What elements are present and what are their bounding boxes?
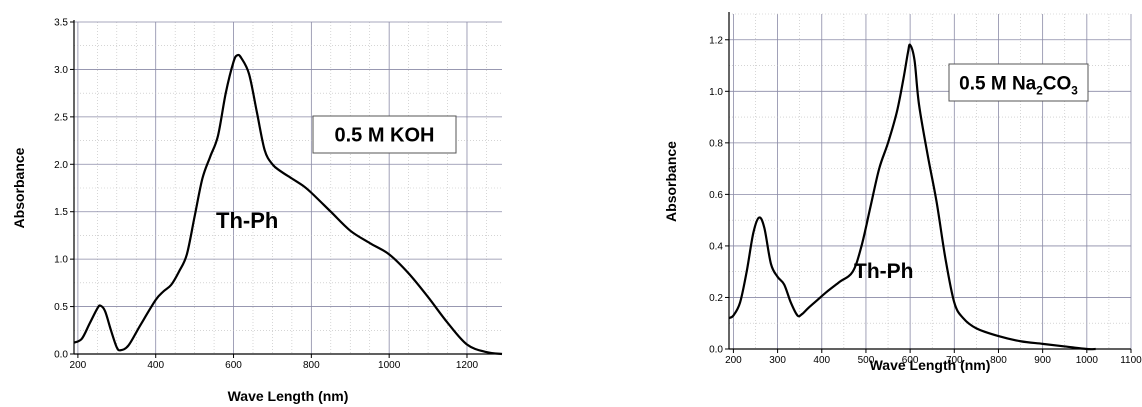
x-tick-label: 200: [725, 355, 742, 366]
y-tick-label: 1.2: [709, 35, 723, 46]
legend-box: [948, 63, 1089, 102]
legend-text-suffix: CO: [1043, 73, 1072, 94]
x-tick-label: 1000: [1076, 355, 1099, 366]
x-tick-label: 500: [858, 355, 875, 366]
y-tick-label: 2.0: [54, 160, 68, 171]
x-axis-title: Wave Length (nm): [228, 388, 349, 404]
x-axis-title: Wave Length (nm): [870, 357, 991, 373]
legend-text-prefix: 0.5 M KOH: [334, 125, 434, 147]
legend-label: 0.5 M KOH: [334, 125, 434, 147]
legend-text-prefix: 0.5 M Na: [959, 73, 1037, 94]
x-tick-label: 1000: [378, 360, 401, 371]
x-tick-label: 1100: [1120, 355, 1142, 366]
x-tick-label: 400: [147, 360, 164, 371]
x-tick-label: 900: [1034, 355, 1051, 366]
y-tick-label: 0.6: [709, 190, 723, 201]
sample-annotation: Th-Ph: [216, 208, 278, 233]
x-tick-label: 600: [225, 360, 242, 371]
y-tick-label: 3.0: [54, 65, 68, 76]
y-tick-label: 1.5: [54, 207, 68, 218]
y-tick-label: 0.0: [54, 350, 68, 361]
y-tick-label: 0.5: [54, 302, 68, 313]
y-tick-label: 0.2: [709, 293, 723, 304]
x-tick-label: 1200: [456, 360, 479, 371]
chart-panel-2: 200 300 400 500 600 700 800 900 1000 1100 0.0 0.2 0.…: [663, 12, 1142, 373]
x-tick-label: 400: [813, 355, 830, 366]
y-tick-label: 0.4: [709, 241, 723, 252]
x-tick-label: 600: [902, 355, 919, 366]
y-tick-label: 0.0: [709, 345, 723, 356]
grid: [74, 21, 502, 355]
y-tick-label: 1.0: [709, 87, 723, 98]
series-line-1: [73, 53, 503, 356]
series-line-1: [728, 43, 1096, 351]
sample-annotation: Th-Ph: [854, 260, 913, 283]
x-tick-label: 300: [769, 355, 786, 366]
legend-text-subscript: 3: [1071, 84, 1078, 97]
chart-panel-1: 200 400 600 800 1000 1200 0.0 0.5 1.0 1.5 2.0 2.5 3.…: [11, 18, 503, 404]
legend-box: [312, 115, 457, 154]
y-axis-title: Absorbance: [11, 147, 27, 228]
x-tick-label: 700: [946, 355, 963, 366]
y-axis-title: Absorbance: [663, 141, 679, 222]
legend-text-subscript: 2: [1036, 84, 1043, 97]
x-tick-label: 200: [70, 360, 87, 371]
legend-label: 0.5 M Na2CO3: [959, 73, 1078, 97]
x-tick-label: 800: [990, 355, 1007, 366]
y-tick-label: 2.5: [54, 112, 68, 123]
y-tick-label: 1.0: [54, 255, 68, 266]
y-tick-label: 3.5: [54, 18, 68, 29]
x-tick-label: 800: [303, 360, 320, 371]
y-tick-label: 0.8: [709, 138, 723, 149]
